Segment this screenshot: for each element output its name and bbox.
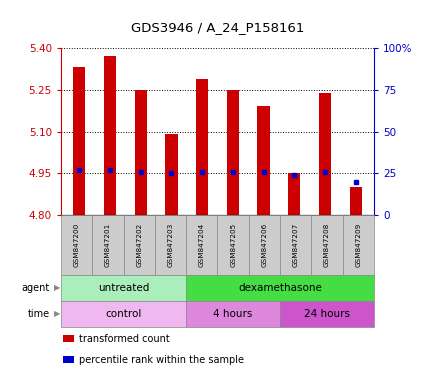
Bar: [257, 106, 269, 215]
Text: GSM847206: GSM847206: [261, 223, 267, 267]
Text: ▶: ▶: [54, 283, 60, 292]
Text: ▶: ▶: [54, 309, 60, 318]
Text: GSM847208: GSM847208: [323, 223, 329, 267]
Bar: [73, 68, 85, 215]
Text: GSM847207: GSM847207: [292, 223, 298, 267]
Bar: [318, 93, 330, 215]
Text: 24 hours: 24 hours: [303, 309, 349, 319]
Text: time: time: [28, 309, 50, 319]
Text: GSM847201: GSM847201: [105, 223, 111, 267]
Bar: [196, 79, 208, 215]
Text: 4 hours: 4 hours: [213, 309, 252, 319]
Text: percentile rank within the sample: percentile rank within the sample: [79, 355, 243, 365]
Text: GDS3946 / A_24_P158161: GDS3946 / A_24_P158161: [131, 21, 303, 34]
Text: GSM847203: GSM847203: [167, 223, 173, 267]
Text: GSM847200: GSM847200: [73, 223, 79, 267]
Text: dexamethasone: dexamethasone: [238, 283, 321, 293]
Text: agent: agent: [22, 283, 50, 293]
Text: GSM847205: GSM847205: [230, 223, 236, 267]
Text: GSM847204: GSM847204: [198, 223, 204, 267]
Text: GSM847202: GSM847202: [136, 223, 142, 267]
Text: untreated: untreated: [98, 283, 149, 293]
Bar: [134, 90, 147, 215]
Bar: [226, 90, 238, 215]
Bar: [165, 134, 177, 215]
Text: transformed count: transformed count: [79, 334, 170, 344]
Bar: [287, 173, 300, 215]
Text: control: control: [105, 309, 141, 319]
Bar: [349, 187, 361, 215]
Bar: [104, 56, 116, 215]
Text: GSM847209: GSM847209: [355, 223, 361, 267]
